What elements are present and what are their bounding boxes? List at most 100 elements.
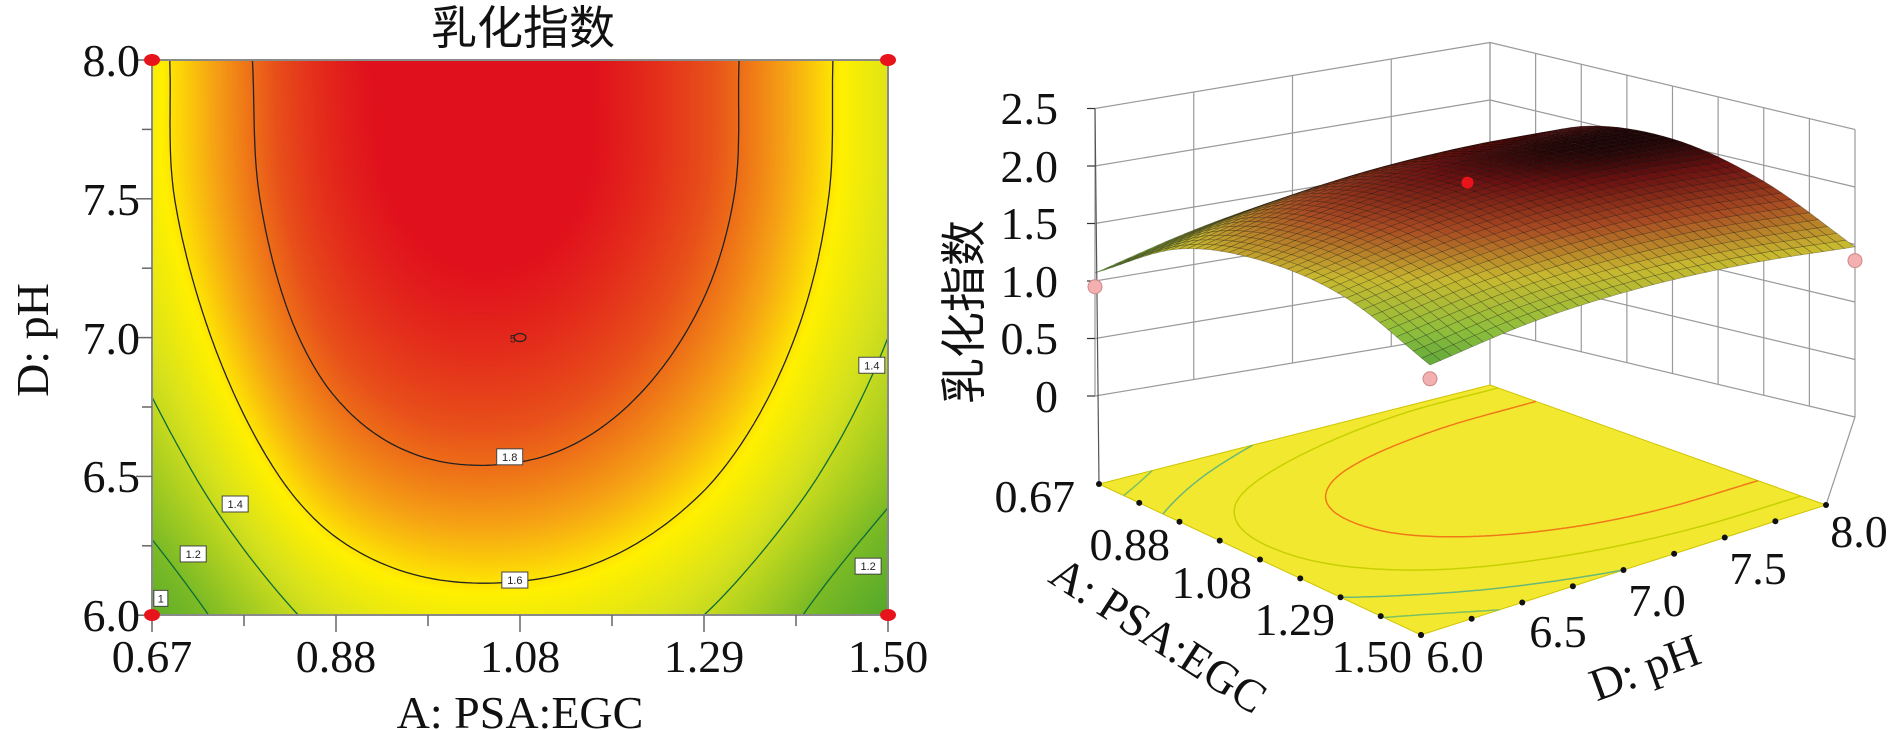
a-tick-label: 0.67	[995, 471, 1076, 522]
d-tick-label: 8.0	[1830, 506, 1888, 557]
z-tick-label: 2.0	[1001, 141, 1059, 192]
contour-label-box	[858, 356, 886, 374]
contour-label: 1.4	[858, 356, 886, 374]
contour-label-text: 1.4	[864, 360, 879, 372]
contour-label-box	[179, 545, 207, 563]
surface-design-point	[1422, 371, 1438, 387]
z-axis-label: 乳化指数	[937, 220, 991, 404]
surface-plot: 0 0.5 1.0 1.5 2.0 2.5 乳化指数 0.67 0.88 1.0…	[937, 41, 1888, 724]
contour-label-text: 1.2	[860, 561, 875, 573]
a-axis-tick	[1096, 481, 1102, 487]
wall-grid-horizontal	[1489, 329, 1856, 418]
surface-patch	[1760, 251, 1782, 261]
z-tick-label: 0	[1035, 371, 1058, 422]
surface-design-point	[1847, 253, 1863, 269]
y-tick-label: 7.0	[83, 313, 141, 364]
contour-label-text: 1	[158, 593, 164, 605]
z-tick-label: 1.5	[1001, 198, 1059, 249]
wall-grid-horizontal	[1094, 41, 1491, 110]
surface-patch	[1421, 353, 1442, 366]
contour-label: 1.2	[179, 545, 207, 563]
contour-label-box	[501, 571, 529, 589]
contour-label-text: 1.4	[228, 499, 243, 511]
a-axis-tick	[1377, 613, 1384, 620]
y-tick-label: 8.0	[83, 35, 141, 86]
d-axis-label: D: pH	[1583, 624, 1707, 711]
response-surface	[1094, 125, 1856, 366]
a-tick-label: 0.88	[1090, 519, 1171, 570]
contour-line-1-8	[251, 59, 740, 467]
d-tick-label: 7.5	[1729, 543, 1787, 594]
d-tick-label: 7.0	[1628, 575, 1686, 626]
a-tick-label: 1.50	[1332, 631, 1413, 682]
contour-label: 1.8	[496, 448, 524, 466]
surface-patch	[1717, 258, 1739, 269]
a-axis-tick	[1297, 575, 1304, 582]
surface-patch	[1707, 260, 1729, 271]
design-points	[144, 54, 896, 621]
surface-patch	[1834, 239, 1856, 249]
d-axis-tick	[1823, 502, 1829, 508]
x-tick-label: 1.29	[664, 631, 745, 682]
contour-line-1-6	[169, 59, 834, 584]
floor-contour-line	[1324, 400, 1759, 538]
d-axis-tick	[1620, 567, 1627, 573]
contour-label-text: 1.6	[507, 575, 522, 587]
x-tick-label: 1.50	[848, 631, 929, 682]
surface-patch	[1813, 243, 1835, 253]
contour-fill-map	[152, 60, 888, 615]
d-tick-label: 6.0	[1426, 631, 1484, 682]
x-tick-label: 0.67	[112, 631, 193, 682]
wall-grid-horizontal	[1094, 99, 1491, 167]
a-axis-tick	[1418, 632, 1424, 638]
contour-label-box	[221, 495, 249, 513]
a-axis-tick	[1176, 518, 1183, 525]
surface-design-point	[1087, 279, 1103, 295]
surface-patch	[1675, 267, 1697, 278]
y-tick-label: 6.5	[83, 451, 141, 502]
a-tick-label: 1.08	[1172, 557, 1253, 608]
contour-label-box	[153, 589, 169, 607]
surface-patch	[1823, 241, 1846, 251]
surface-patch	[1749, 252, 1771, 263]
center-point-label: 5	[510, 334, 516, 346]
z-tick-label: 1.0	[1001, 256, 1059, 307]
design-point	[880, 54, 896, 66]
a-axis-tick	[1136, 499, 1143, 506]
contour-line-1-2	[151, 507, 889, 616]
a-axis-tick	[1257, 556, 1263, 563]
design-point	[880, 609, 896, 621]
axis-ticks	[136, 59, 889, 632]
contour-label-box	[496, 448, 524, 466]
z-tick-label: 2.5	[1001, 83, 1059, 134]
center-point-marker	[513, 332, 527, 343]
z-axis-line	[1094, 108, 1100, 485]
contour-label: 1.4	[221, 495, 249, 513]
d-axis-tick	[1772, 518, 1779, 525]
d-axis-tick	[1671, 550, 1678, 557]
surface-patch	[1664, 270, 1686, 280]
floor-contour	[1096, 384, 1829, 638]
floor-contour-line	[1233, 387, 1802, 571]
contour-label: 1.6	[501, 571, 529, 589]
wall-grid-horizontal	[1489, 41, 1856, 131]
contour-title: 乳化指数	[431, 1, 615, 55]
contour-lines	[151, 59, 889, 616]
right-edge	[1825, 416, 1856, 506]
y-tick-label: 6.0	[83, 590, 141, 641]
contour-label-text: 1.2	[186, 549, 201, 561]
surface-patch	[1781, 247, 1803, 257]
y-axis-label: D: pH	[7, 283, 58, 397]
a-axis-tick	[1216, 537, 1223, 544]
surface-center-point	[1461, 176, 1474, 189]
d-axis-tick	[1721, 534, 1728, 541]
d-tick-label: 6.5	[1529, 606, 1587, 657]
a-tick-label: 1.29	[1255, 594, 1336, 645]
contour-label-text: 1.8	[502, 452, 517, 464]
contour-plot: 乳化指数 1 1.2 1.4 1.6 1.8 1.4 1.2 5 8.0 7.5 7.0 6.…	[7, 1, 928, 730]
d-axis-tick	[1468, 615, 1475, 622]
contour-label: 1	[153, 589, 169, 607]
design-point	[144, 54, 160, 66]
d-axis-tick	[1519, 599, 1526, 606]
surface-patch	[1728, 256, 1750, 267]
